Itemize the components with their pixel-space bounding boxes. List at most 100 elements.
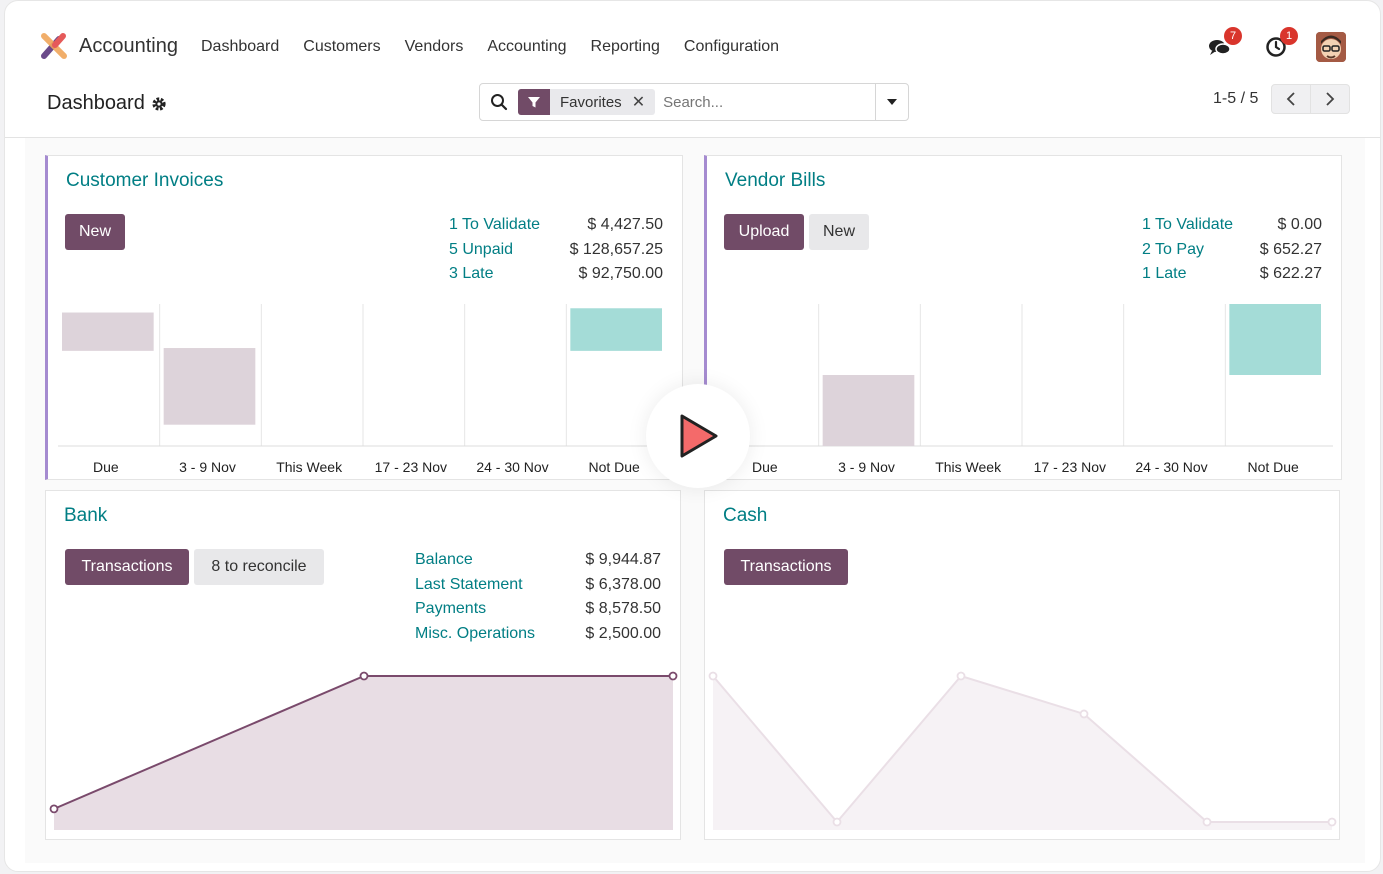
x-tick-label: Due [752,459,778,475]
cash-transactions-button[interactable]: Transactions [724,549,848,585]
cash-card: Cash Transactions [704,490,1340,840]
caret-down-icon [887,99,897,105]
chat-button[interactable]: 7 [1204,27,1242,63]
top-navbar: Accounting Dashboard Customers Vendors A… [5,1,1380,89]
stat-row: Last Statement $ 6,378.00 [415,573,661,598]
vendor-bills-bar-chart[interactable]: Due 3 - 9 Nov This Week 17 - 23 Nov 24 - 30 … [717,304,1337,478]
stat-row: 1 To Validate $ 0.00 [1142,213,1322,238]
stat-value: $ 0.00 [1277,216,1322,233]
search-icon[interactable] [480,93,518,111]
bar[interactable] [822,375,915,446]
search-bar: Favorites ✕ [479,83,909,121]
bank-line-chart[interactable] [48,666,678,836]
page-title: Dashboard [47,92,145,114]
bar[interactable] [163,348,256,425]
data-point[interactable] [708,671,718,681]
vendor-bills-title[interactable]: Vendor Bills [725,170,826,191]
data-point[interactable] [668,671,678,681]
customer-invoices-bar-chart[interactable]: Due 3 - 9 Nov This Week 17 - 23 Nov 24 - 30 … [58,304,678,478]
systray: 7 1 [1204,27,1346,63]
play-video-button[interactable] [646,384,750,488]
data-point[interactable] [359,671,369,681]
activity-button[interactable]: 1 [1260,27,1298,63]
stat-label[interactable]: Balance [415,551,473,568]
stat-value: $ 8,578.50 [585,600,661,617]
cash-line-chart[interactable] [707,666,1337,836]
x-tick-label: 3 - 9 Nov [179,459,236,475]
breadcrumb: Dashboard [47,92,167,115]
stat-value: $ 6,378.00 [585,575,661,593]
menu-dashboard[interactable]: Dashboard [201,38,280,55]
customer-invoices-title[interactable]: Customer Invoices [66,170,224,191]
stat-value: $ 92,750.00 [578,265,663,282]
user-avatar-icon [1316,32,1346,62]
bank-transactions-button[interactable]: Transactions [65,549,189,585]
stat-value: $ 9,944.87 [585,551,661,568]
accounting-logo-icon[interactable] [41,33,67,59]
main-menu: Dashboard Customers Vendors Accounting R… [201,38,779,56]
data-point[interactable] [49,804,59,814]
bar[interactable] [570,308,662,351]
area-fill [713,676,1332,830]
stat-row: 2 To Pay $ 652.27 [1142,238,1322,263]
x-tick-label: 24 - 30 Nov [476,459,548,475]
cash-title[interactable]: Cash [723,505,768,526]
bank-stats: Balance $ 9,944.87 Last Statement $ 6,378.… [415,548,661,646]
stat-label[interactable]: 2 To Pay [1142,240,1204,258]
new-bill-button[interactable]: New [809,214,869,250]
pager-next-button[interactable] [1311,84,1350,114]
menu-customers[interactable]: Customers [303,38,381,55]
menu-vendors[interactable]: Vendors [404,38,464,55]
x-tick-label: 17 - 23 Nov [1034,459,1106,475]
stat-row: Payments $ 8,578.50 [415,597,661,622]
x-tick-label: This Week [935,459,1002,475]
pager-buttons [1271,84,1350,114]
user-avatar[interactable] [1316,32,1346,62]
gear-icon[interactable] [151,96,167,112]
vendor-bills-card: Vendor Bills Upload New 1 To Validate $ 0… [704,155,1342,480]
search-input[interactable] [661,92,875,112]
control-panel: Dashboard Favorites ✕ [5,81,1380,138]
stat-label[interactable]: Payments [415,600,487,617]
stat-label[interactable]: 5 Unpaid [449,240,514,258]
pager-value[interactable]: 1-5 / 5 [1213,90,1259,107]
data-point[interactable] [1079,709,1089,719]
search-options-toggle[interactable] [875,84,908,120]
bank-title[interactable]: Bank [64,505,108,526]
stat-label[interactable]: 3 Late [449,265,494,282]
upload-bill-button[interactable]: Upload [724,214,804,250]
menu-accounting[interactable]: Accounting [487,38,567,55]
app-name[interactable]: Accounting [79,35,178,57]
clock-icon [1266,37,1286,57]
filter-icon [518,89,550,115]
stat-label[interactable]: 1 To Validate [449,216,541,233]
new-invoice-button[interactable]: New [65,214,125,250]
area-fill [54,676,673,830]
reconcile-button[interactable]: 8 to reconcile [194,549,324,585]
x-tick-label: Not Due [1247,459,1299,475]
menu-configuration[interactable]: Configuration [683,38,780,55]
customer-invoices-card: Customer Invoices New 1 To Validate $ 4,4… [45,155,683,480]
x-tick-label: Not Due [588,459,640,475]
stat-label[interactable]: 1 Late [1142,265,1187,282]
facet-remove-icon[interactable]: ✕ [631,94,646,111]
stat-label[interactable]: 1 To Validate [1142,216,1234,233]
stat-value: $ 622.27 [1259,265,1322,282]
data-point[interactable] [832,817,842,827]
stat-row: 5 Unpaid $ 128,657.25 [449,238,663,263]
stat-label[interactable]: Last Statement [415,575,523,593]
data-point[interactable] [1202,817,1212,827]
stat-label[interactable]: Misc. Operations [415,624,536,642]
data-point[interactable] [956,671,966,681]
menu-reporting[interactable]: Reporting [590,38,660,55]
stat-row: 1 To Validate $ 4,427.50 [449,213,663,238]
pager-previous-button[interactable] [1271,84,1311,114]
data-point[interactable] [1327,817,1337,827]
customer-invoices-stats: 1 To Validate $ 4,427.50 5 Unpaid $ 128,65… [449,213,663,287]
stat-value: $ 2,500.00 [585,624,661,642]
bar[interactable] [62,312,154,351]
bar[interactable] [1229,304,1321,375]
stat-row: 3 Late $ 92,750.00 [449,262,663,287]
chat-badge: 7 [1224,27,1242,45]
x-tick-label: 24 - 30 Nov [1135,459,1207,475]
